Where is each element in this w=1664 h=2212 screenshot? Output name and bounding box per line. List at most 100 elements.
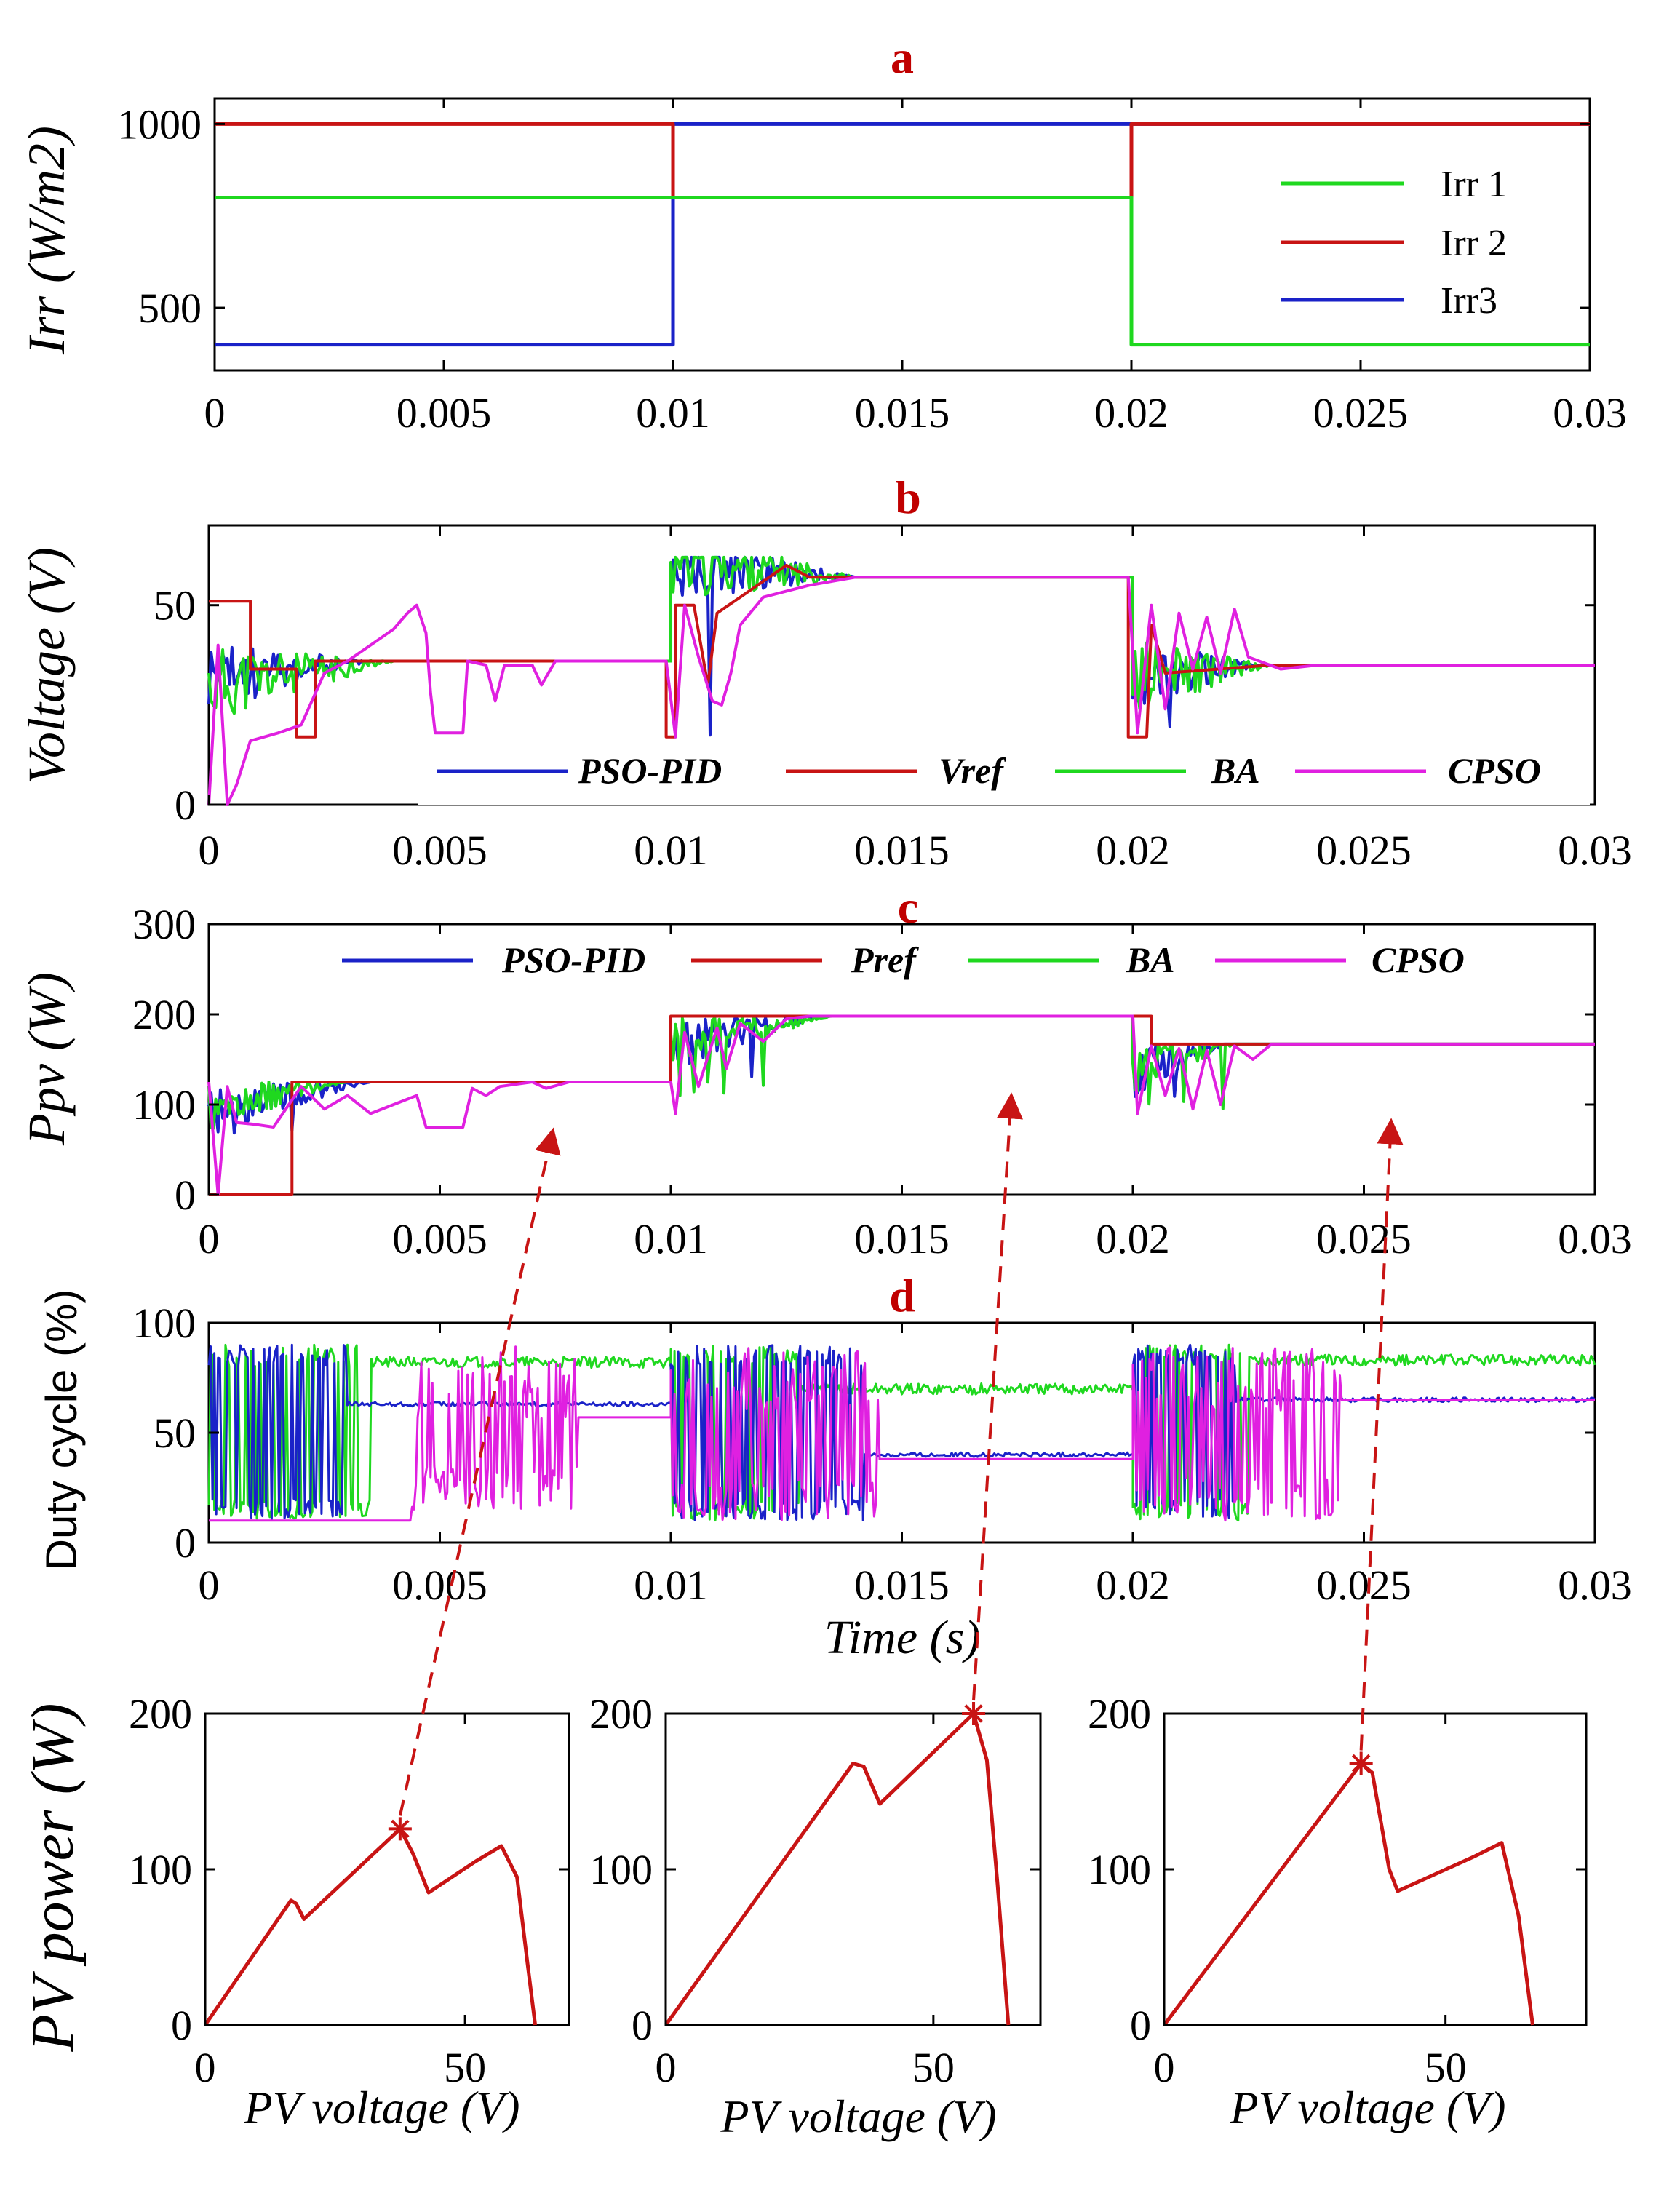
y-tick-label: 100 [129, 1846, 192, 1893]
y-axis-label-c: Ppv (W) [17, 972, 76, 1146]
x-tick-label: 0.02 [1096, 1215, 1170, 1262]
y-tick-label: 100 [589, 1846, 653, 1893]
legend-label-cpso-c: CPSO [1372, 939, 1465, 980]
x-tick-label: 0.03 [1558, 1561, 1632, 1609]
ticks-pv3: 0 50 0 100 200 [1088, 1690, 1586, 2091]
x-tick-label: 0.005 [397, 389, 492, 437]
series-line-cpso-power [207, 1014, 1595, 1196]
mpp-connector-arrow [398, 1127, 561, 1816]
x-tick-label: 50 [912, 2044, 955, 2091]
legend-label-ba-c: BA [1126, 939, 1175, 980]
x-tick-label: 0.015 [854, 1215, 950, 1262]
pv-curve-line [664, 1711, 1011, 2026]
axes-frame-c [207, 923, 1596, 1196]
x-axis-label-d: Time (s) [824, 1611, 981, 1664]
y-tick-label: 200 [589, 1690, 653, 1738]
x-tick-label: 0.015 [854, 1561, 950, 1609]
y-tick-label: 0 [1130, 2002, 1151, 2049]
mpp-star-stroke [964, 1704, 983, 1723]
y-tick-label: 100 [132, 1081, 196, 1129]
panel-label-b: b [895, 472, 921, 523]
legend-label-irr3: Irr3 [1441, 280, 1497, 322]
y-tick-label: 0 [171, 2002, 192, 2049]
y-tick-label: 100 [1088, 1846, 1151, 1893]
y-tick-label: 100 [132, 1300, 196, 1347]
x-tick-label: 0 [199, 1561, 220, 1609]
legend-label-pso-pid-c: PSO-PID [501, 939, 645, 980]
ticks-c: 0 0.005 0.01 0.015 0.02 0.025 0.03 0 100 200 300 [132, 901, 1632, 1262]
x-tick-label: 0.01 [636, 389, 710, 437]
mpp-connector-arrows [398, 1092, 1404, 1816]
mpp-connector-arrow [972, 1092, 1023, 1701]
y-axis-label-a: Irr (W/m2) [17, 126, 76, 355]
x-tick-label: 50 [1425, 2044, 1467, 2091]
x-axis-label-pv2: PV voltage (V) [720, 2090, 996, 2142]
legend-label-irr1: Irr 1 [1441, 164, 1507, 205]
series-line-pref [209, 1014, 1595, 1196]
legend-label-pso-pid-b: PSO-PID [578, 750, 722, 791]
mpp-marker-star [1349, 1751, 1373, 1775]
y-axis-label-d: Duty cycle (%) [37, 1289, 86, 1571]
x-tick-label: 0.02 [1096, 827, 1170, 874]
x-tick-label: 0.01 [634, 1561, 708, 1609]
y-tick-label: 0 [175, 1519, 196, 1567]
legend-label-irr2: Irr 2 [1441, 223, 1507, 264]
x-tick-label: 0 [195, 2044, 216, 2091]
y-tick-label: 1000 [117, 100, 202, 148]
x-tick-label: 0.03 [1558, 827, 1632, 874]
x-tick-label: 0.03 [1558, 1215, 1632, 1262]
panel-a: 0 0.005 0.01 0.015 0.02 0.025 0.03 500 1000 a Ir… [17, 31, 1627, 437]
legend-label-pref-c: Pref [851, 939, 919, 980]
ticks-a: 0 0.005 0.01 0.015 0.02 0.025 0.03 500 1000 [117, 98, 1627, 437]
legend-label-vref-b: Vref [939, 750, 1006, 791]
x-tick-label: 0.005 [392, 1215, 487, 1262]
series-line-vref [209, 563, 1595, 739]
x-axis-label-pv3: PV voltage (V) [1229, 2082, 1505, 2133]
legend-box-b [418, 742, 1590, 805]
legend-a: Irr 1 Irr 2 Irr3 [1281, 164, 1507, 322]
panel-label-c: c [898, 881, 918, 933]
x-tick-label: 0.03 [1553, 389, 1627, 437]
x-tick-label: 0.025 [1313, 389, 1409, 437]
x-tick-label: 0.025 [1316, 1215, 1412, 1262]
legend-b: PSO-PID Vref BA CPSO [418, 742, 1590, 805]
x-tick-label: 0.015 [854, 827, 950, 874]
ticks-d: 0 0.005 0.01 0.015 0.02 0.025 0.03 0 50 100 [132, 1300, 1632, 1609]
x-tick-label: 0 [199, 827, 220, 874]
y-tick-label: 50 [154, 1409, 196, 1457]
axes-frame-pv2 [664, 1712, 1042, 2026]
x-axis-label-pv1: PV voltage (V) [243, 2082, 519, 2133]
plot-area-c [207, 1014, 1595, 1196]
pv-curve-line [203, 1826, 538, 2026]
x-tick-label: 50 [444, 2044, 486, 2091]
y-tick-label: 0 [632, 2002, 653, 2049]
series-line-cpso-voltage [207, 576, 1595, 806]
ticks-pv2: 0 50 0 100 200 [589, 1690, 1040, 2091]
x-tick-label: 0 [204, 389, 226, 437]
y-axis-label-pv: PV power (W) [19, 1703, 87, 2052]
mpp-marker-star [388, 1817, 412, 1841]
plot-area-pv1 [203, 1817, 538, 2026]
pv-curve-3: 0 50 0 100 200 PV voltage (V) [1088, 1690, 1588, 2133]
y-tick-label: 0 [175, 1171, 196, 1219]
x-tick-label: 0.02 [1094, 389, 1169, 437]
x-tick-label: 0 [1154, 2044, 1175, 2091]
x-tick-label: 0.015 [855, 389, 950, 437]
y-tick-label: 200 [1088, 1690, 1151, 1738]
mpp-connector-arrow [1359, 1118, 1404, 1751]
ticks-b: 0 0.005 0.01 0.015 0.02 0.025 0.03 0 50 [154, 525, 1632, 874]
y-axis-label-b: Voltage (V) [17, 547, 76, 784]
x-tick-label: 0.02 [1096, 1561, 1170, 1609]
series-line-pso-pid-duty [207, 1343, 1596, 1521]
y-tick-label: 300 [132, 901, 196, 948]
x-tick-label: 0.025 [1316, 827, 1412, 874]
x-tick-label: 0.01 [634, 1215, 708, 1262]
panel-d: 0 0.005 0.01 0.015 0.02 0.025 0.03 0 50 100 d Dut… [37, 1270, 1632, 1664]
series-line-irr1 [215, 196, 1590, 347]
x-tick-label: 0.005 [392, 1561, 487, 1609]
axes-frame-pv3 [1163, 1712, 1588, 2026]
y-tick-label: 500 [138, 285, 202, 332]
legend-label-cpso-b: CPSO [1448, 750, 1541, 791]
y-tick-label: 50 [154, 582, 196, 629]
